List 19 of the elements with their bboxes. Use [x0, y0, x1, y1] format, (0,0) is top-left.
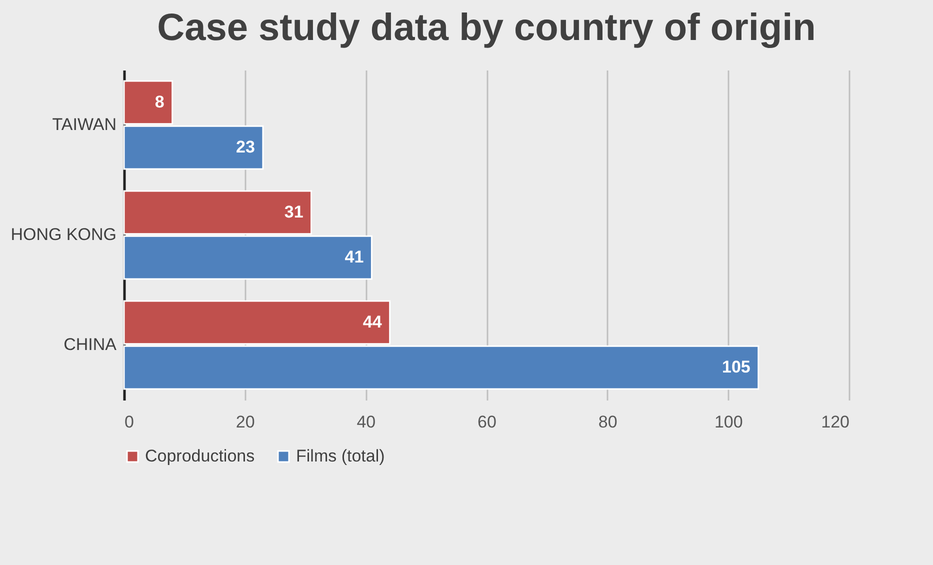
data-label: 8	[154, 92, 164, 112]
y-tick-label: CHINA	[64, 335, 118, 354]
y-tick-label: TAIWAN	[52, 115, 116, 134]
data-label: 31	[284, 202, 304, 222]
x-tick-label: 80	[598, 412, 618, 432]
y-tick-label: HONG KONG	[10, 225, 116, 244]
x-tick-label: 100	[714, 412, 743, 432]
x-tick-label: 60	[478, 412, 496, 432]
chart-title: Case study data by country of origin	[157, 7, 816, 49]
data-label: 44	[362, 312, 382, 332]
x-tick-label: 40	[356, 412, 376, 432]
data-label: 23	[236, 138, 255, 157]
data-label: 105	[722, 358, 750, 377]
data-label: 41	[344, 248, 364, 267]
x-tick-label: 120	[821, 412, 850, 432]
x-tick-label: 0	[124, 412, 134, 432]
x-tick-label: 20	[236, 412, 255, 432]
legend-label: Coproductions	[145, 446, 255, 466]
legend-label: Films (total)	[296, 446, 385, 466]
